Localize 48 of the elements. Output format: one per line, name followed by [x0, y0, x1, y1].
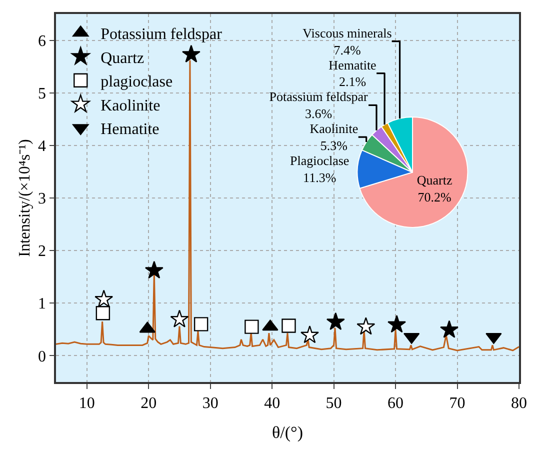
point: [194, 317, 208, 332]
y-tick-label: 2: [38, 243, 46, 260]
point: [144, 260, 164, 279]
x-tick-label: 50: [326, 394, 342, 412]
slice-label: Potassium feldspar: [269, 89, 369, 104]
point: [244, 320, 259, 334]
point: [282, 318, 296, 333]
y-tick-label: 6: [38, 32, 46, 50]
legend-label: Quartz: [100, 50, 144, 67]
slice-label: Hematite: [328, 57, 377, 72]
x-tick-label: 30: [202, 394, 218, 412]
point: [326, 312, 345, 330]
point: [96, 306, 110, 320]
point: [388, 315, 406, 333]
point: [440, 320, 458, 338]
x-axis-title: θ/(°): [272, 422, 303, 442]
legend-label: Kaolinite: [100, 97, 160, 114]
x-tick-label: 20: [140, 394, 157, 412]
y-tick-label: 0: [38, 348, 46, 366]
slice-label: Plagioclase: [290, 153, 350, 168]
data-label: 7.4%: [334, 42, 361, 58]
y-tick-label: 4: [38, 138, 46, 156]
data-label: 2.1%: [338, 74, 366, 90]
slice-label: Kaolinite: [310, 121, 358, 136]
slice-label: Quartz: [416, 172, 452, 188]
data-label: 3.6%: [305, 106, 332, 122]
data-label: 11.3%: [303, 170, 336, 185]
x-tick-label: 10: [78, 394, 95, 412]
data-label: 5.3%: [320, 138, 348, 154]
pie-slice: [359, 116, 468, 228]
y-tick-label: 1: [38, 296, 46, 313]
point: [170, 310, 189, 328]
point: [182, 44, 200, 62]
point: [94, 290, 114, 308]
x-tick-label: 40: [264, 394, 280, 412]
x-tick-label: 80: [511, 394, 527, 412]
x-tick-label: 60: [388, 394, 404, 412]
y-tick-label: 5: [38, 85, 46, 102]
point: [356, 317, 376, 335]
y-tick-label: 3: [38, 190, 46, 208]
slice-label: Viscous minerals: [302, 25, 392, 40]
legend-label: Potassium feldspar: [100, 26, 223, 43]
data-label: 70.2%: [418, 190, 452, 205]
legend-label: Hematite: [100, 121, 160, 138]
x-tick-label: 70: [449, 394, 466, 412]
y-axis-title: Intensity/(×10⁴s⁻¹): [16, 139, 34, 257]
point: [300, 326, 319, 344]
legend-label: plagioclase: [100, 74, 173, 91]
